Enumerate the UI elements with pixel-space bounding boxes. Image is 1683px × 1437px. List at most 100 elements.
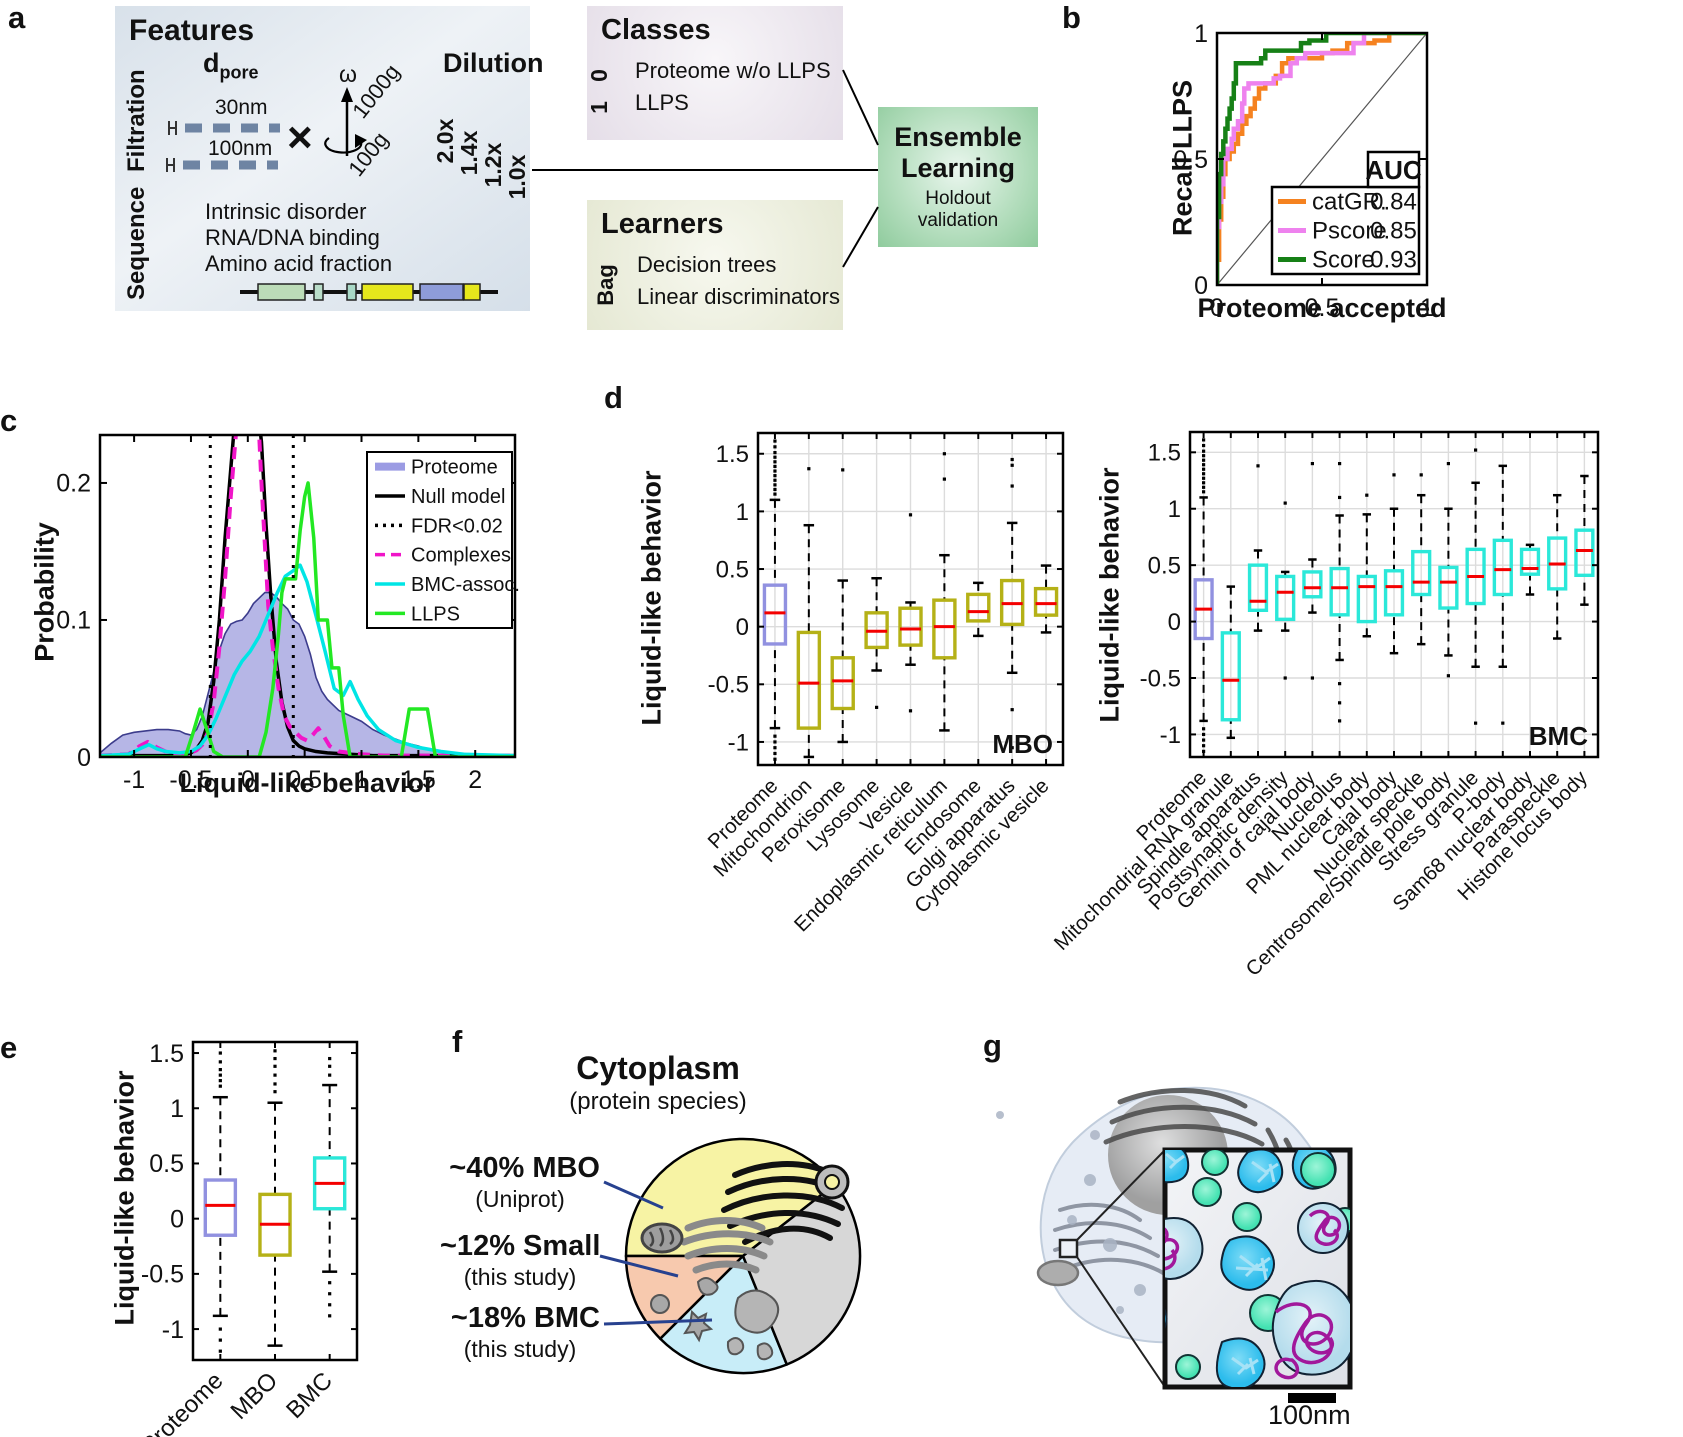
svg-text:0.84: 0.84 [1370, 189, 1417, 216]
rna-squiggles [1165, 1209, 1342, 1380]
summary-ylabel: Liquid-like behavior [109, 1070, 140, 1326]
svg-text:Score: Score [1312, 247, 1375, 274]
svg-text:-0.5: -0.5 [708, 672, 749, 699]
svg-text:1: 1 [1194, 20, 1208, 48]
svg-text:0: 0 [736, 614, 749, 641]
learners-box: Learners Bag Decision trees Linear discr… [587, 200, 843, 330]
svg-text:0: 0 [1194, 272, 1208, 300]
flow-line-classes [842, 69, 879, 146]
classes-box: Classes 0 Proteome w/o LLPS 1 LLPS [585, 6, 843, 140]
svg-text:-1: -1 [728, 729, 749, 756]
pie-organelle-doodles [640, 1161, 850, 1361]
svg-text:1.5: 1.5 [149, 1040, 184, 1068]
svg-text:0.5: 0.5 [1305, 294, 1340, 322]
svg-text:Proteome: Proteome [411, 457, 498, 479]
callout-small: ~12% Small [440, 1230, 601, 1262]
centrifugation-icon: ω 1000g 100g [324, 59, 405, 181]
density-chart: -1 -0.5 0 0.5 1 1.5 2 0 0.1 0.2 Proteome Null model… [56, 433, 520, 794]
learners-title: Learners [601, 208, 724, 240]
panel-label-b: b [1062, 0, 1081, 35]
centriole-doodle-icon [814, 1164, 850, 1200]
scale-bar [1288, 1393, 1336, 1403]
svg-text:0: 0 [1168, 609, 1181, 636]
pie-subtitle: (protein species) [569, 1088, 747, 1115]
svg-text:0.85: 0.85 [1370, 218, 1417, 245]
times-icon: × [287, 113, 313, 162]
svg-text:0: 0 [77, 744, 91, 772]
roc-xlabel: Proteome accepted [1197, 293, 1447, 323]
sequence-feature-2: RNA/DNA binding [205, 225, 380, 250]
mitochondrion-doodle-icon [640, 1222, 684, 1254]
ensemble-learning-box: Ensemble Learning Holdout validation [878, 107, 1038, 247]
filter-membrane-30nm-icon [168, 121, 280, 135]
roc-chart: 0 0.5 1 0 0.5 1 AUC catGR.0.84Pscore0.85Score0.… [1173, 20, 1434, 322]
svg-text:1.5: 1.5 [401, 766, 436, 794]
svg-text:1: 1 [736, 499, 749, 526]
svg-text:LLPS: LLPS [411, 603, 460, 625]
learner-2: Linear discriminators [637, 284, 840, 309]
small-species-doodles-icon [650, 1277, 719, 1343]
classes-title: Classes [601, 14, 711, 46]
svg-text:BMC: BMC [281, 1367, 338, 1424]
svg-text:0.5: 0.5 [287, 766, 322, 794]
svg-text:AUC: AUC [1365, 155, 1422, 185]
callout-mbo: ~40% MBO [449, 1152, 600, 1184]
svg-text:1: 1 [1168, 496, 1181, 523]
svg-text:1: 1 [1420, 294, 1434, 322]
scale-bar-label: 100nm [1268, 1400, 1351, 1430]
svg-text:0.5: 0.5 [716, 556, 749, 583]
panel-label-e: e [0, 1030, 18, 1065]
magnifier-line-top [1076, 1149, 1166, 1241]
callout-mbo-sub: (Uniprot) [475, 1186, 565, 1212]
svg-text:-1: -1 [123, 766, 145, 794]
svg-text:Proteome: Proteome [136, 1367, 229, 1437]
pore-size-30nm: 30nm [215, 96, 268, 119]
svg-text:0.93: 0.93 [1370, 247, 1417, 274]
callout-bmc-sub: (this study) [463, 1336, 577, 1362]
magnified-region-box [1058, 1238, 1079, 1259]
teal-condensates [1175, 1150, 1350, 1380]
class-0-label: Proteome w/o LLPS [635, 58, 831, 83]
svg-text:-0.5: -0.5 [1140, 665, 1181, 692]
roc-ylabel: Recall LLPS [1167, 79, 1198, 237]
svg-text:1: 1 [355, 766, 369, 794]
svg-text:BMC-assoc.: BMC-assoc. [411, 574, 520, 596]
svg-text:0.1: 0.1 [56, 607, 91, 635]
svg-text:BMC: BMC [1529, 721, 1588, 751]
ensemble-title: Ensemble Learning [894, 121, 1022, 183]
svg-text:0.2: 0.2 [56, 470, 91, 498]
svg-text:0.5: 0.5 [1148, 553, 1181, 580]
svg-text:1: 1 [170, 1095, 184, 1123]
tube-label-2: 1.4x [456, 130, 482, 175]
rna-condensates [1165, 1202, 1350, 1380]
flow-line-learners [842, 206, 879, 268]
svg-text:0: 0 [170, 1205, 184, 1233]
pore-size-100nm: 100nm [208, 137, 273, 160]
svg-text:Complexes: Complexes [411, 545, 511, 567]
svg-text:1.5: 1.5 [716, 441, 749, 468]
panel-label-d: d [604, 380, 623, 415]
svg-text:-0.5: -0.5 [141, 1261, 184, 1289]
svg-text:-1: -1 [1160, 722, 1181, 749]
svg-text:2: 2 [468, 766, 482, 794]
svg-text:FDR<0.02: FDR<0.02 [411, 515, 503, 537]
filter-membrane-100nm-icon [166, 158, 278, 172]
bag-label: Bag [592, 264, 618, 306]
svg-text:0.5: 0.5 [149, 1150, 184, 1178]
svg-text:0.5: 0.5 [1173, 146, 1208, 174]
svg-text:Null model: Null model [411, 486, 505, 508]
cell-mitochondrion [1036, 1259, 1080, 1287]
dpore-sub: pore [219, 62, 259, 83]
svg-text:-0.5: -0.5 [169, 766, 212, 794]
pie-title: Cytoplasm [576, 1050, 740, 1086]
mbo-boxplot: -1-0.500.511.5ProteomeMitochondrionPerox… [703, 431, 1065, 936]
panel-label-f: f [452, 1024, 463, 1059]
bmc-ylabel: Liquid-like behavior [1094, 467, 1125, 723]
mbo-ylabel: Liquid-like behavior [636, 470, 667, 726]
tube-label-1: 2.0x [432, 118, 458, 163]
density-ylabel: Probability [29, 522, 60, 662]
class-0-digit: 0 [585, 69, 612, 82]
density-xlabel: Liquid-like behavior [179, 768, 435, 798]
